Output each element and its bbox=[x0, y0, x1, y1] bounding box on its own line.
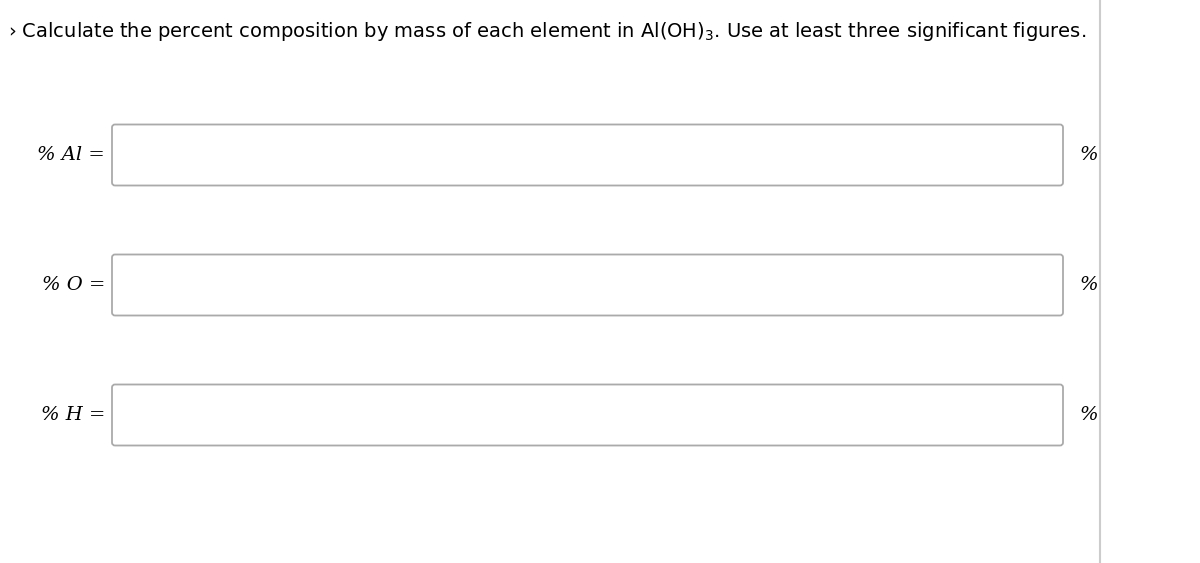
Text: % O =: % O = bbox=[42, 276, 106, 294]
Text: % H =: % H = bbox=[41, 406, 106, 424]
Text: %: % bbox=[1080, 146, 1098, 164]
FancyBboxPatch shape bbox=[112, 254, 1063, 315]
Text: %: % bbox=[1080, 406, 1098, 424]
FancyBboxPatch shape bbox=[112, 385, 1063, 445]
Text: › Calculate the percent composition by mass of each element in Al(OH)$_3$. Use a: › Calculate the percent composition by m… bbox=[8, 20, 1086, 43]
Text: % Al =: % Al = bbox=[37, 146, 106, 164]
FancyBboxPatch shape bbox=[112, 124, 1063, 185]
Text: %: % bbox=[1080, 276, 1098, 294]
